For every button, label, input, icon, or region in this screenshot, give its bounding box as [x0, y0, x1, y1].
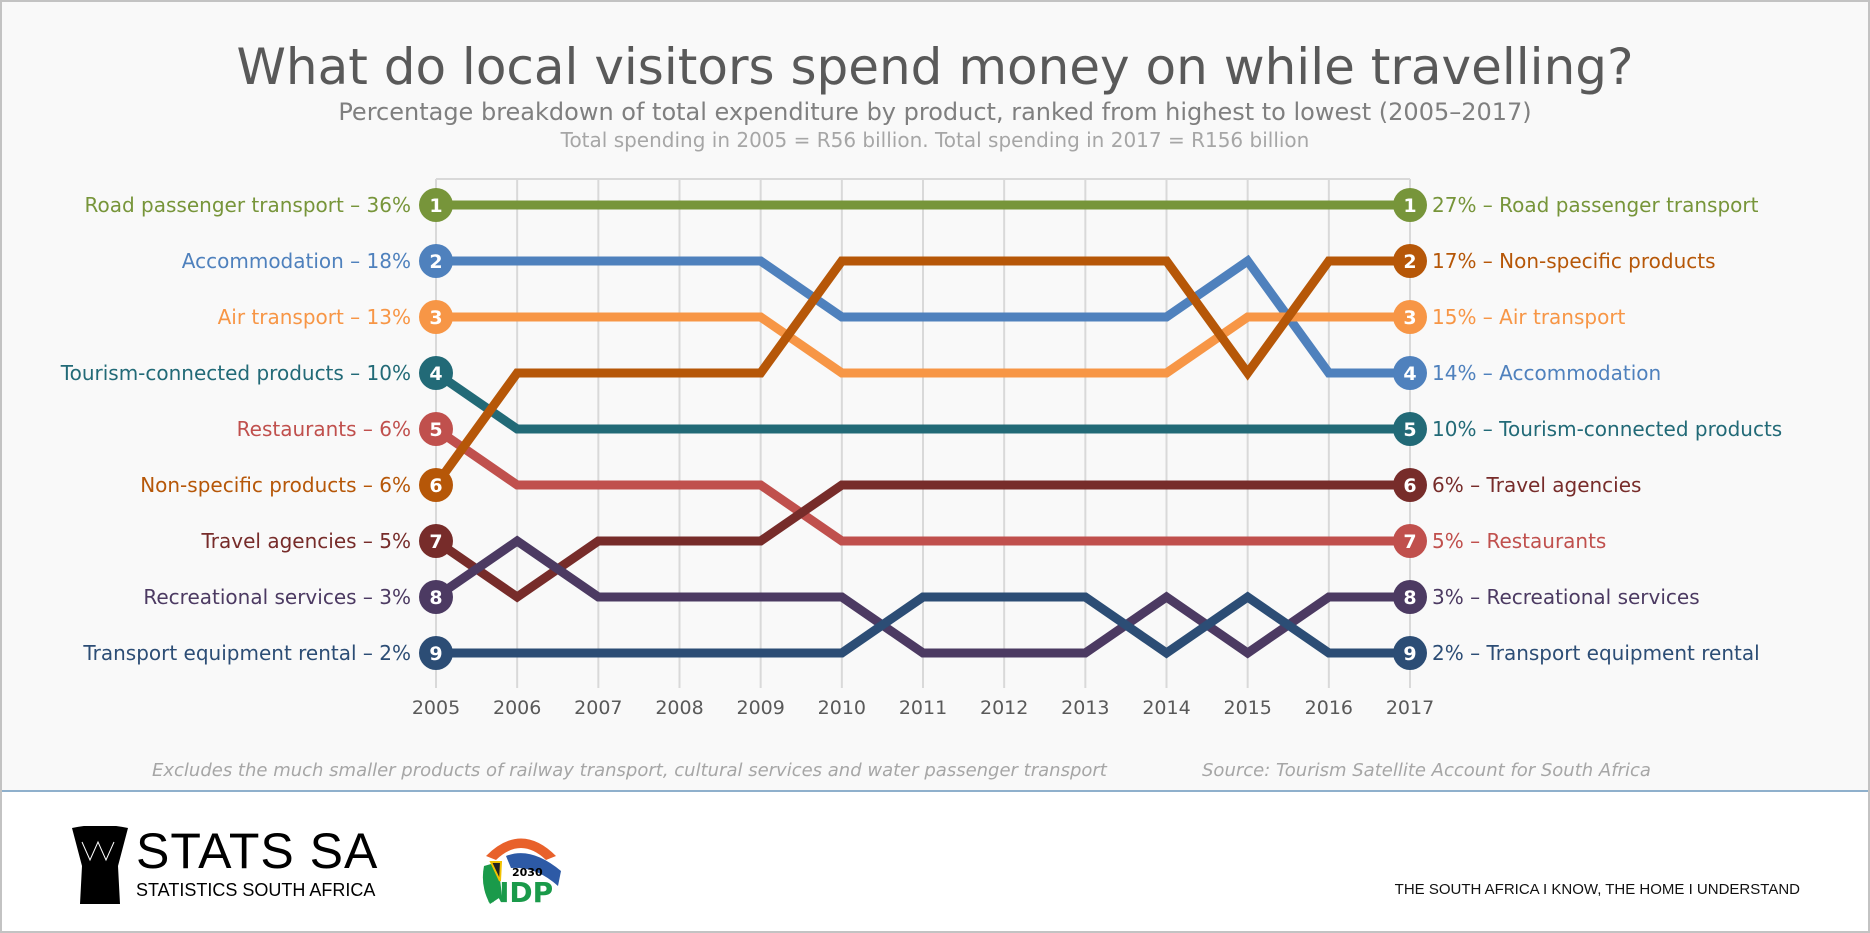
x-tick-label: 2009 — [736, 697, 784, 719]
rank-label: 8 — [429, 587, 442, 609]
footnote: Excludes the much smaller products of ra… — [152, 760, 1107, 781]
rank-marker — [1393, 468, 1427, 502]
series-line — [433, 535, 1410, 659]
series-line — [436, 591, 1410, 659]
end-label: 27% – Road passenger transport — [1432, 193, 1759, 217]
end-label: 14% – Accommodation — [1432, 361, 1661, 385]
logo-text: STATS SA — [136, 823, 379, 879]
end-label: 15% – Air transport — [1432, 305, 1626, 329]
x-tick-label: 2012 — [980, 697, 1028, 719]
ndp-logo: 2030 NDP — [476, 826, 566, 909]
rank-label: 8 — [1403, 587, 1416, 609]
series-line — [436, 312, 1410, 378]
rank-label: 1 — [429, 195, 442, 217]
series-line — [436, 254, 1410, 378]
chart-subtitle: Percentage breakdown of total expenditur… — [338, 98, 1532, 126]
rank-marker — [419, 300, 453, 334]
x-tick-label: 2014 — [1142, 697, 1190, 719]
rank-marker — [1393, 244, 1427, 278]
rank-label: 3 — [429, 307, 442, 329]
rank-label: 6 — [429, 475, 442, 497]
rank-label: 7 — [429, 531, 442, 553]
rank-marker — [419, 188, 453, 222]
rank-label: 2 — [429, 251, 442, 273]
x-tick-label: 2007 — [574, 697, 622, 719]
rank-label: 9 — [1403, 643, 1416, 665]
series-line — [433, 480, 1410, 603]
chart-note: Total spending in 2005 = R56 billion. To… — [560, 128, 1310, 152]
rank-marker — [419, 412, 453, 446]
rank-marker — [419, 244, 453, 278]
x-tick-label: 2006 — [493, 697, 541, 719]
rank-marker — [419, 468, 453, 502]
series-line — [432, 256, 1410, 488]
rank-label: 2 — [1403, 251, 1416, 273]
end-label: 17% – Non-specific products — [1432, 249, 1716, 273]
rank-label: 5 — [429, 419, 442, 441]
logo-subtext: STATISTICS SOUTH AFRICA — [136, 880, 376, 900]
start-label: Recreational services – 3% — [143, 585, 411, 609]
rank-marker — [1393, 412, 1427, 446]
rank-marker — [1393, 580, 1427, 614]
end-label: 3% – Recreational services — [1432, 585, 1700, 609]
rank-label: 1 — [1403, 195, 1416, 217]
x-tick-label: 2015 — [1223, 697, 1271, 719]
rank-marker — [1393, 636, 1427, 670]
start-label: Tourism-connected products – 10% — [60, 361, 411, 385]
ndp-year: 2030 — [512, 866, 543, 879]
rank-marker — [419, 524, 453, 558]
rank-label: 9 — [429, 643, 442, 665]
x-tick-label: 2010 — [818, 697, 866, 719]
x-tick-label: 2013 — [1061, 697, 1109, 719]
rank-label: 3 — [1403, 307, 1416, 329]
rank-marker — [419, 580, 453, 614]
start-label: Accommodation – 18% — [182, 249, 411, 273]
series-line — [433, 425, 1410, 546]
chart-background — [2, 2, 1868, 792]
start-label: Non-specific products – 6% — [140, 473, 411, 497]
x-tick-label: 2016 — [1305, 697, 1353, 719]
tagline: THE SOUTH AFRICA I KNOW, THE HOME I UNDE… — [1394, 881, 1800, 898]
rank-label: 6 — [1403, 475, 1416, 497]
drum-icon — [72, 826, 128, 904]
ndp-flag-icon — [482, 838, 561, 904]
chart-title: What do local visitors spend money on wh… — [236, 38, 1634, 96]
start-label: Restaurants – 6% — [237, 417, 411, 441]
rank-marker — [1393, 300, 1427, 334]
source: Source: Tourism Satellite Account for So… — [1202, 760, 1651, 781]
rank-label: 4 — [429, 363, 442, 385]
rank-marker — [1393, 524, 1427, 558]
start-label: Transport equipment rental – 2% — [82, 641, 411, 665]
rank-label: 5 — [1403, 419, 1416, 441]
x-tick-label: 2008 — [655, 697, 703, 719]
x-tick-label: 2017 — [1386, 697, 1434, 719]
rank-marker — [419, 356, 453, 390]
rank-marker — [1393, 188, 1427, 222]
rank-label: 7 — [1403, 531, 1416, 553]
x-tick-label: 2005 — [412, 697, 460, 719]
rank-marker — [1393, 356, 1427, 390]
end-label: 10% – Tourism-connected products — [1432, 417, 1782, 441]
end-label: 5% – Restaurants — [1432, 529, 1606, 553]
ndp-text: NDP — [486, 876, 554, 909]
end-label: 6% – Travel agencies — [1432, 473, 1641, 497]
x-tick-label: 2011 — [899, 697, 947, 719]
rank-marker — [419, 636, 453, 670]
end-label: 2% – Transport equipment rental — [1432, 641, 1760, 665]
start-label: Travel agencies – 5% — [201, 529, 411, 553]
start-label: Air transport – 13% — [218, 305, 411, 329]
series-line — [433, 369, 1410, 434]
start-label: Road passenger transport – 36% — [85, 193, 411, 217]
rank-label: 4 — [1403, 363, 1416, 385]
